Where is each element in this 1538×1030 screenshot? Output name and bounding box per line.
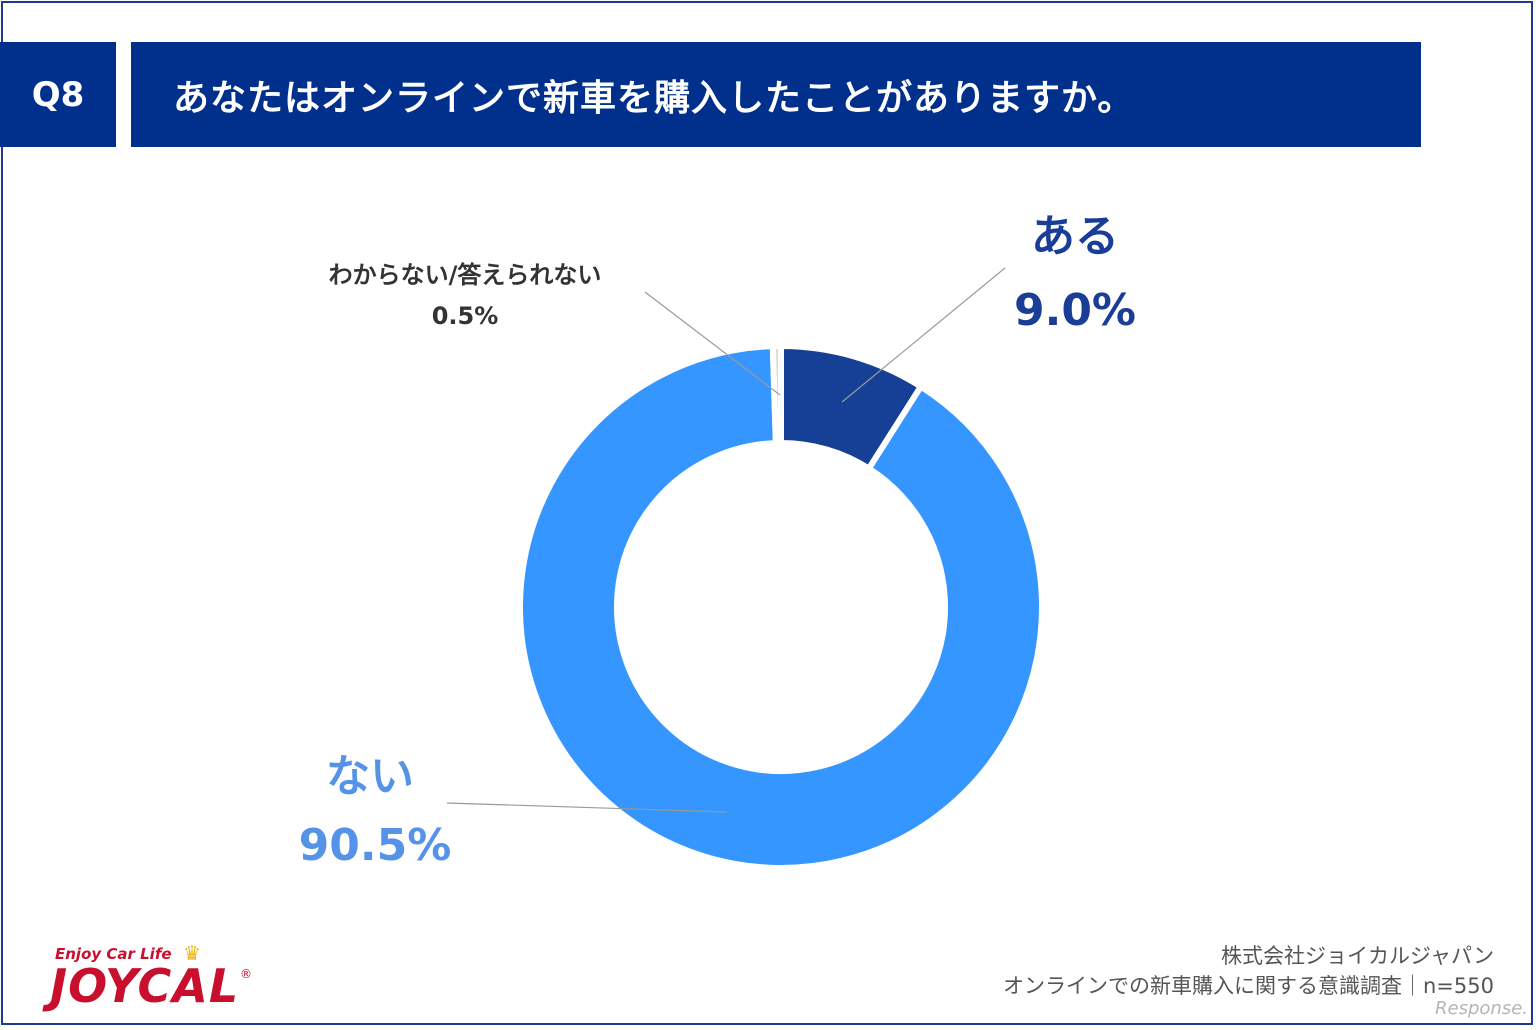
leader-lines bbox=[446, 267, 1006, 813]
slice-value-unknown: 0.5% bbox=[431, 302, 499, 330]
leader-line-aru bbox=[841, 267, 1006, 403]
logo-wordmark: JOYCAL bbox=[50, 959, 240, 1013]
question-title: あなたはオンラインで新車を購入したことがありますか。 bbox=[131, 42, 1421, 147]
source-company: 株式会社ジョイカルジャパン bbox=[1221, 944, 1494, 968]
logo-tagline: Enjoy Car Life bbox=[55, 945, 172, 963]
slice-value-nai: 90.5% bbox=[298, 820, 452, 871]
registered-icon: ® bbox=[240, 967, 252, 981]
leader-line-unknown bbox=[644, 291, 781, 396]
slice-unknown bbox=[769, 342, 784, 447]
response-watermark: Response. bbox=[1435, 998, 1528, 1019]
question-number-badge: Q8 bbox=[0, 42, 116, 147]
slice-label-unknown: わからない/答えられない bbox=[328, 261, 602, 289]
slice-label-aru: ある bbox=[1031, 211, 1119, 262]
leader-line-nai bbox=[446, 802, 728, 813]
slice-value-aru: 9.0% bbox=[1013, 285, 1137, 336]
slice-label-nai: ない bbox=[326, 751, 414, 802]
source-survey: オンラインでの新車購入に関する意識調査｜n=550 bbox=[1003, 974, 1494, 998]
slice-nai bbox=[517, 343, 1045, 871]
joycal-logo: Enjoy Car Life ♛ JOYCAL ® bbox=[50, 941, 252, 1015]
crown-icon: ♛ bbox=[183, 941, 201, 965]
donut-slices bbox=[517, 342, 1045, 871]
